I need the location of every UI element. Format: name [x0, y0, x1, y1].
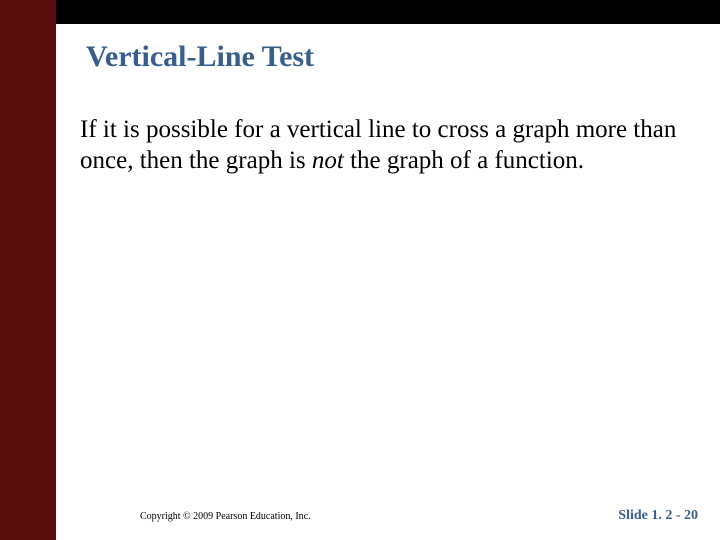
slide-number: Slide 1. 2 - 20 [618, 508, 698, 524]
slide-body: If it is possible for a vertical line to… [80, 114, 690, 177]
slide-content: Vertical-Line Test If it is possible for… [80, 40, 690, 177]
slide-title: Vertical-Line Test [80, 40, 690, 74]
body-italic: not [312, 147, 344, 174]
copyright-text: Copyright © 2009 Pearson Education, Inc. [140, 511, 311, 522]
left-sidebar [0, 0, 56, 540]
body-text-after: the graph of a function. [344, 147, 584, 174]
top-bar [0, 0, 720, 24]
